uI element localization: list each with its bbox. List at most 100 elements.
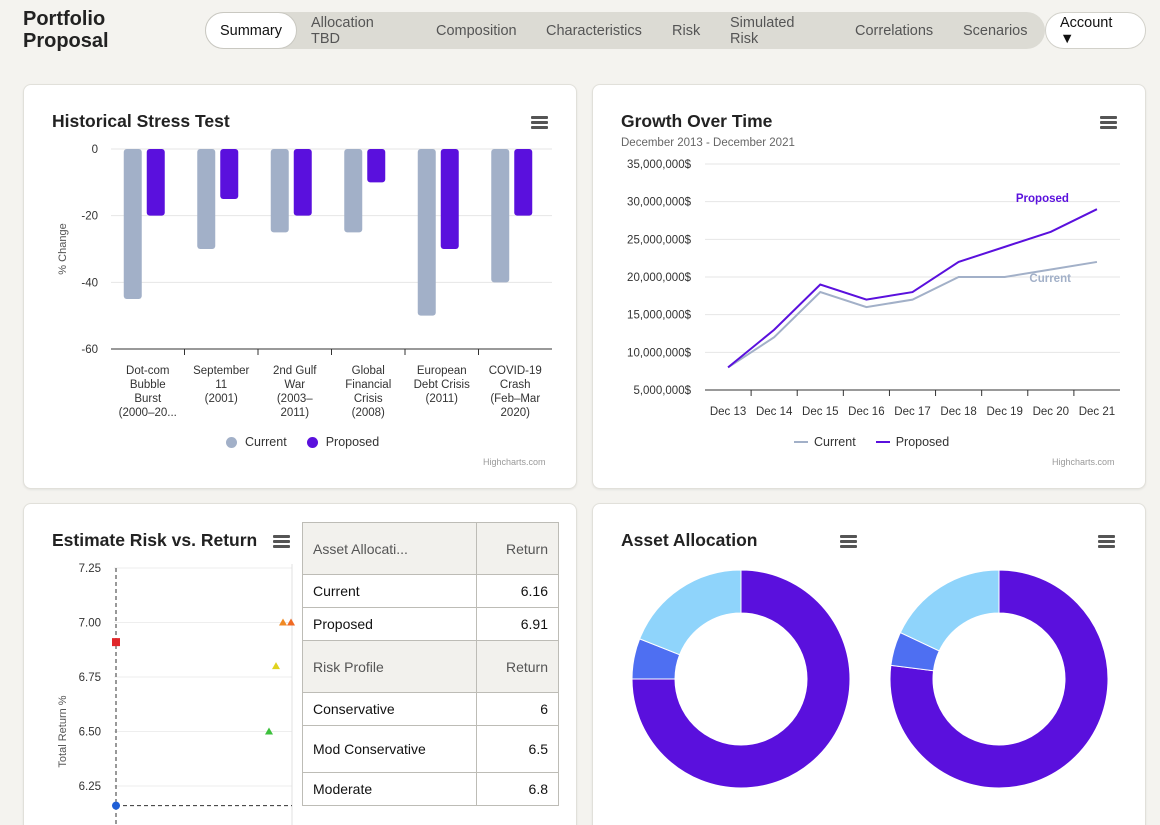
- x-category-label: Global Financial Crisis (2008): [345, 365, 391, 419]
- bar-proposed[interactable]: [220, 149, 239, 199]
- point-current[interactable]: [112, 801, 120, 810]
- y-tick-label: 10,000,000$: [627, 347, 692, 359]
- table-cell-label: Current: [301, 574, 478, 608]
- legend-proposed-label: Proposed: [895, 435, 950, 449]
- tab-correlations[interactable]: Correlations: [855, 22, 934, 39]
- bar-current[interactable]: [197, 149, 216, 249]
- point-point-orange-2[interactable]: [287, 618, 295, 626]
- table-cell-value: 6.16: [476, 574, 559, 608]
- bar-current[interactable]: [344, 149, 363, 233]
- tab-characteristics[interactable]: Characteristics: [546, 22, 642, 39]
- stress-test-card: Historical Stress Test 0 -20 -40 -60 % Chang…: [23, 84, 577, 489]
- bar-current[interactable]: [491, 149, 510, 283]
- y-tick-label: -20: [81, 211, 98, 223]
- x-tick-label: Dec 17: [894, 406, 930, 418]
- bar-proposed[interactable]: [146, 149, 165, 216]
- y-tick-label: 5,000,000$: [633, 385, 691, 397]
- allocation-menu-icon-current[interactable]: [840, 535, 857, 548]
- growth-menu-icon[interactable]: [1100, 116, 1117, 129]
- legend-item-proposed[interactable]: Proposed: [306, 435, 379, 449]
- donut-1-slice-1[interactable]: [631, 569, 851, 789]
- x-tick-label: Dec 13: [710, 406, 746, 418]
- growth-subtitle: December 2013 - December 2021: [621, 137, 795, 149]
- risk-return-table: Asset Allocati... Return Current 6.16 Pr…: [301, 522, 559, 806]
- y-tick-label: 20,000,000$: [627, 272, 692, 284]
- table-cell-label: Moderate: [301, 772, 478, 806]
- column-header-asset-allocation[interactable]: Asset Allocati...: [301, 522, 478, 575]
- tab-allocation-tbd[interactable]: Allocation TBD: [311, 14, 374, 47]
- table-row: Moderate 6.8: [301, 772, 559, 806]
- x-category-label: September 11 (2001): [193, 365, 249, 405]
- tab-simulated-risk[interactable]: Simulated Risk: [730, 14, 795, 47]
- bar-current[interactable]: [270, 149, 289, 233]
- tab-risk[interactable]: Risk: [672, 22, 701, 39]
- bar-proposed[interactable]: [440, 149, 459, 249]
- legend-current-line: [794, 441, 808, 443]
- main-nav: Summary Allocation TBD Composition Chara…: [205, 12, 1045, 49]
- risk-return-menu-icon[interactable]: [273, 535, 290, 548]
- y-tick-label: 25,000,000$: [627, 234, 692, 246]
- column-header-return[interactable]: Return: [476, 522, 559, 575]
- bar-proposed[interactable]: [293, 149, 312, 216]
- bar-current[interactable]: [417, 149, 436, 316]
- growth-chart: 5,000,000$ 10,000,000$ 15,000,000$ 20,000,0…: [627, 159, 1120, 418]
- tab-composition[interactable]: Composition: [436, 22, 517, 39]
- y-axis-label: Total Return %: [57, 695, 69, 767]
- y-tick-label: 7.25: [79, 563, 101, 575]
- y-tick-label: -40: [81, 277, 98, 289]
- x-tick-label: Dec 15: [802, 406, 838, 418]
- table-cell-value: 6.5: [476, 725, 559, 773]
- series-line-current[interactable]: [727, 260, 1098, 369]
- y-tick-label: 7.00: [79, 618, 101, 630]
- point-proposed[interactable]: [112, 638, 120, 647]
- x-category-label: European Debt Crisis (2011): [414, 365, 470, 405]
- column-header-risk-profile[interactable]: Risk Profile: [301, 640, 478, 693]
- stress-test-chart: 0 -20 -40 -60 % Change Dot-com Bubble Burst (200…: [57, 144, 552, 419]
- tab-scenarios[interactable]: Scenarios: [963, 22, 1028, 39]
- bar-proposed[interactable]: [367, 149, 386, 183]
- series-label-current: Current: [1029, 273, 1071, 285]
- table-row: Mod Conservative 6.5: [301, 725, 559, 773]
- table-cell-label: Conservative: [301, 692, 478, 726]
- table-cell-label: Proposed: [301, 607, 478, 641]
- y-tick-label: 30,000,000$: [627, 197, 692, 209]
- x-tick-label: Dec 16: [848, 406, 884, 418]
- point-mod-conservative[interactable]: [265, 727, 273, 735]
- y-tick-label: 15,000,000$: [627, 310, 692, 322]
- table-cell-value: 6.91: [476, 607, 559, 641]
- table-cell-value: 6.8: [476, 772, 559, 806]
- chart-credit[interactable]: Highcharts.com: [483, 457, 546, 467]
- allocation-menu-icon-proposed[interactable]: [1098, 535, 1115, 548]
- stress-legend: Current Proposed: [226, 435, 399, 449]
- donut-2-slice-3[interactable]: [899, 569, 1000, 652]
- bar-proposed[interactable]: [514, 149, 533, 216]
- y-axis-label: % Change: [57, 223, 69, 274]
- legend-item-current[interactable]: Current: [794, 435, 856, 449]
- chart-credit[interactable]: Highcharts.com: [1052, 457, 1115, 467]
- bar-current[interactable]: [123, 149, 142, 299]
- x-tick-label: Dec 14: [756, 406, 793, 418]
- growth-card: Growth Over Time December 2013 - Decembe…: [592, 84, 1146, 489]
- table-header-row: Asset Allocati... Return: [301, 522, 559, 575]
- x-category-label: Dot-com Bubble Burst (2000–20...: [119, 365, 177, 419]
- legend-proposed-line: [875, 441, 890, 443]
- point-moderate[interactable]: [272, 662, 280, 670]
- series-line-proposed[interactable]: [727, 208, 1098, 369]
- point-point-orange-1[interactable]: [279, 618, 287, 626]
- account-button[interactable]: Account ▼: [1045, 12, 1146, 49]
- stress-menu-icon[interactable]: [531, 116, 548, 129]
- column-header-return[interactable]: Return: [476, 640, 559, 693]
- table-header-row: Risk Profile Return: [301, 640, 559, 693]
- y-tick-label: -60: [81, 344, 98, 356]
- legend-current-label: Current: [814, 435, 856, 449]
- donut-2-slice-1[interactable]: [889, 569, 1109, 789]
- donut-1-slice-3[interactable]: [639, 569, 742, 656]
- growth-legend: Current Proposed: [794, 435, 969, 449]
- table-cell-label: Mod Conservative: [301, 725, 478, 773]
- legend-item-current[interactable]: Current: [226, 435, 287, 449]
- x-tick-label: Dec 20: [1033, 406, 1069, 418]
- tab-summary[interactable]: Summary: [205, 12, 297, 49]
- x-tick-label: Dec 19: [987, 406, 1023, 418]
- legend-item-proposed[interactable]: Proposed: [875, 435, 950, 449]
